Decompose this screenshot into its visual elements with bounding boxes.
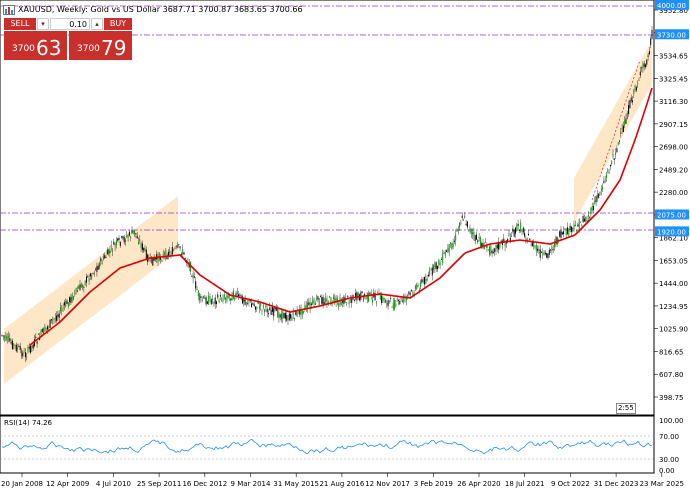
channel-right bbox=[574, 40, 652, 222]
price-tick-label: 816.65 bbox=[659, 348, 684, 356]
volume-dropdown-icon[interactable]: ▾ bbox=[37, 18, 49, 30]
time-tick-label: 16 Dec 2012 bbox=[182, 480, 227, 488]
price-tick-label: 1653.05 bbox=[659, 257, 688, 265]
time-tick-label: 31 Dec 2023 bbox=[594, 480, 639, 488]
price-tick-label: 2489.20 bbox=[659, 166, 688, 174]
buy-price-pips: 79 bbox=[101, 36, 127, 60]
svg-text:3730.00: 3730.00 bbox=[657, 31, 686, 39]
sell-price-base: 3700 bbox=[12, 44, 35, 54]
time-tick-label: 4 Jul 2010 bbox=[96, 480, 131, 488]
buy-price-button[interactable]: 3700 79 bbox=[69, 31, 132, 60]
time-tick-label: 31 May 2015 bbox=[273, 480, 319, 488]
time-tick-label: 26 Apr 2020 bbox=[457, 480, 500, 488]
buy-price-base: 3700 bbox=[77, 44, 100, 54]
sell-price-pips: 63 bbox=[36, 36, 62, 60]
moving-average-line bbox=[29, 87, 653, 346]
price-tick-label: 1025.90 bbox=[659, 326, 688, 334]
price-tick-label: 3116.30 bbox=[659, 98, 688, 106]
sell-button[interactable]: SELL bbox=[4, 18, 36, 30]
rsi-line bbox=[1, 439, 652, 455]
price-tick-label: 1444.00 bbox=[659, 280, 688, 288]
price-markers: 4000.00 3730.00 2075.00 1920.00 bbox=[655, 0, 689, 237]
price-marker: 3730.00 bbox=[655, 29, 689, 39]
price-marker: 1920.00 bbox=[655, 226, 689, 237]
chart-title: XAUUSD, Weekly: Gold vs US Dollar 3687.7… bbox=[18, 5, 303, 14]
price-marker: 2075.00 bbox=[655, 209, 689, 220]
time-tick-label: 9 Oct 2022 bbox=[551, 480, 590, 488]
channel-left bbox=[4, 196, 178, 384]
rsi-tick-label: 30.00 bbox=[659, 456, 679, 464]
time-tick-label: 18 Jul 2021 bbox=[505, 480, 545, 488]
time-tick-label: 23 Mar 2025 bbox=[640, 480, 684, 488]
time-tick-label: 3 Feb 2019 bbox=[414, 480, 453, 488]
rsi-tick-label: 100.00 bbox=[659, 417, 684, 425]
svg-text:4000.00: 4000.00 bbox=[657, 2, 686, 10]
time-tick-label: 21 Aug 2016 bbox=[319, 480, 364, 488]
one-click-trading-panel: SELL ▾ ▴ BUY 3700 63 3700 79 bbox=[4, 18, 132, 60]
time-tick-label: 12 Nov 2017 bbox=[365, 480, 410, 488]
time-axis[interactable]: 20 Jan 2008 12 Apr 2009 4 Jul 2010 25 Sep 2… bbox=[1, 473, 684, 488]
price-tick-label: 2280.00 bbox=[659, 189, 688, 197]
volume-up-icon[interactable]: ▴ bbox=[91, 18, 103, 30]
sell-price-button[interactable]: 3700 63 bbox=[4, 31, 67, 60]
price-tick-label: 398.75 bbox=[659, 394, 684, 402]
time-tick-label: 12 Apr 2009 bbox=[46, 480, 89, 488]
chart-area[interactable] bbox=[0, 0, 655, 416]
price-tick-label: 3952.80 bbox=[659, 7, 688, 15]
price-tick-label: 2907.15 bbox=[659, 121, 688, 129]
price-tick-label: 2698.00 bbox=[659, 144, 688, 152]
rsi-tick-label: 0.00 bbox=[659, 467, 675, 475]
price-marker: 4000.00 bbox=[655, 0, 689, 10]
price-tick-label: 1862.10 bbox=[659, 235, 688, 243]
svg-text:2075.00: 2075.00 bbox=[657, 211, 686, 219]
time-tick-label: 9 Mar 2014 bbox=[231, 480, 271, 488]
buy-button[interactable]: BUY bbox=[104, 18, 132, 30]
price-tick-label: 607.80 bbox=[659, 371, 684, 379]
rsi-axis: 100.00 70.00 30.00 0.00 bbox=[659, 417, 684, 475]
grid-badge: 2:55 bbox=[616, 403, 636, 414]
volume-input[interactable] bbox=[50, 18, 90, 30]
price-axis[interactable]: 3952.803743.103534.653325.453116.302907.… bbox=[654, 7, 688, 402]
price-tick-label: 1234.95 bbox=[659, 303, 688, 311]
rsi-label: RSI(14) 74.26 bbox=[4, 419, 53, 427]
channel-dash bbox=[591, 59, 641, 201]
symbol-chart-icon[interactable] bbox=[3, 5, 15, 15]
time-tick-label: 25 Sep 2011 bbox=[137, 480, 181, 488]
price-tick-label: 3325.45 bbox=[659, 75, 688, 83]
time-tick-label: 20 Jan 2008 bbox=[1, 480, 43, 488]
rsi-area[interactable] bbox=[0, 415, 655, 474]
svg-text:1920.00: 1920.00 bbox=[657, 228, 686, 236]
rsi-tick-label: 70.00 bbox=[659, 433, 679, 441]
price-tick-label: 3534.65 bbox=[659, 53, 688, 61]
